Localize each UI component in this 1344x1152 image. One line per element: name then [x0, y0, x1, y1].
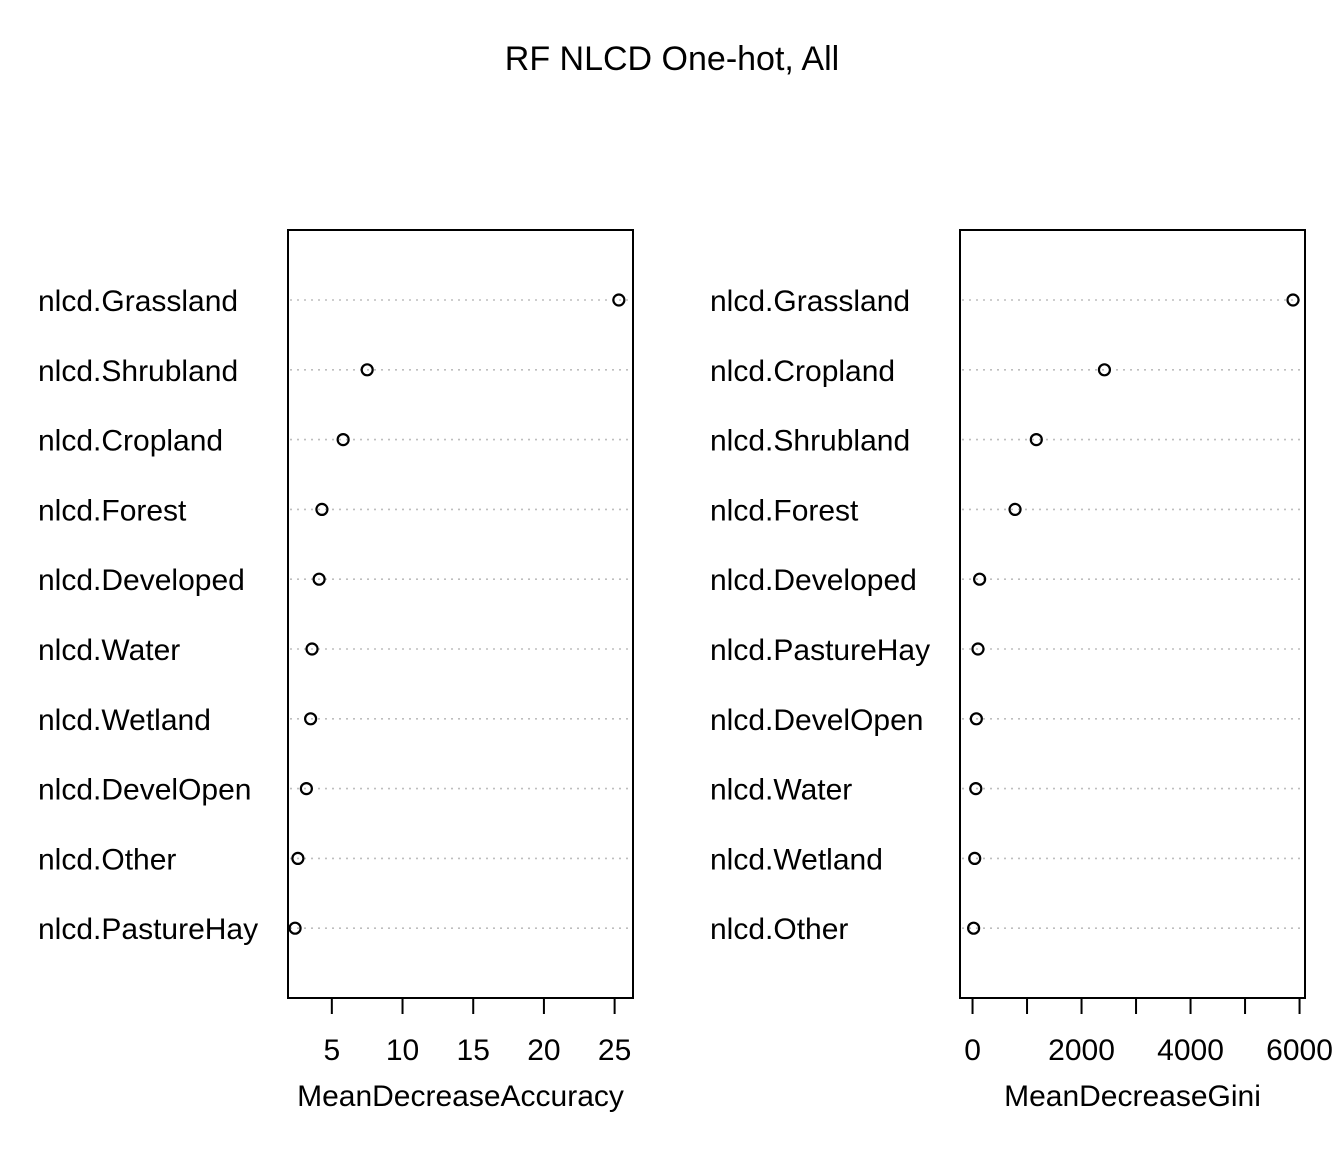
- plot-frame: [287, 229, 634, 999]
- category-label: nlcd.Shrubland: [710, 425, 910, 458]
- category-label: nlcd.Cropland: [710, 355, 895, 388]
- panel-2: nlcd.Grassland nlcd.Cropland nlcd.Shrublan…: [710, 229, 1333, 1113]
- plot-frame: [959, 229, 1306, 999]
- category-label: nlcd.Other: [710, 913, 848, 946]
- data-point: [971, 642, 985, 656]
- data-point: [969, 781, 983, 796]
- x-tick-label: 10: [386, 1034, 419, 1067]
- category-label: nlcd.DevelOpen: [38, 774, 251, 807]
- data-point: [315, 502, 329, 516]
- category-label: nlcd.Shrubland: [38, 355, 238, 388]
- data-point: [312, 572, 326, 586]
- x-tick-label: 0: [964, 1034, 981, 1067]
- x-tick-label: 25: [598, 1034, 631, 1067]
- data-point: [1097, 363, 1112, 377]
- x-axis-label: MeanDecreaseGini: [1004, 1080, 1261, 1113]
- data-point: [1029, 433, 1043, 447]
- category-label: nlcd.Developed: [710, 564, 917, 597]
- category-label: nlcd.Water: [38, 634, 180, 667]
- data-point: [967, 921, 981, 935]
- panels: nlcd.Grassland nlcd.Shrubland nlcd.Croplan…: [38, 229, 1333, 1113]
- data-point: [1286, 293, 1300, 307]
- category-label: nlcd.Forest: [710, 494, 859, 527]
- data-point: [969, 712, 983, 726]
- category-label: nlcd.Grassland: [38, 285, 238, 318]
- category-label: nlcd.Water: [710, 774, 852, 807]
- category-label: nlcd.Cropland: [38, 425, 223, 458]
- data-point: [291, 851, 305, 866]
- category-label: nlcd.DevelOpen: [710, 704, 923, 737]
- category-label: nlcd.Forest: [38, 494, 187, 527]
- x-tick-label: 5: [323, 1034, 340, 1067]
- data-point: [360, 363, 374, 377]
- data-point: [304, 712, 318, 726]
- x-tick-label: 15: [457, 1034, 490, 1067]
- category-label: nlcd.Wetland: [38, 704, 211, 737]
- category-label: nlcd.PastureHay: [38, 913, 258, 946]
- data-point: [1008, 502, 1022, 516]
- data-point: [973, 572, 987, 586]
- category-label: nlcd.PastureHay: [710, 634, 930, 667]
- data-point: [612, 293, 626, 307]
- category-label: nlcd.Other: [38, 843, 176, 876]
- category-label: nlcd.Developed: [38, 564, 245, 597]
- category-label: nlcd.Wetland: [710, 843, 883, 876]
- x-tick-label: 20: [527, 1034, 560, 1067]
- x-tick-label: 6000: [1266, 1034, 1333, 1067]
- data-point: [288, 921, 302, 935]
- data-point: [305, 642, 319, 656]
- data-point: [299, 781, 313, 796]
- x-tick-label: 4000: [1157, 1034, 1224, 1067]
- chart-title: RF NLCD One-hot, All: [505, 40, 839, 78]
- x-axis-label: MeanDecreaseAccuracy: [297, 1080, 624, 1113]
- data-point: [336, 433, 350, 447]
- panel-1: nlcd.Grassland nlcd.Shrubland nlcd.Croplan…: [38, 229, 634, 1113]
- data-point: [968, 851, 982, 866]
- category-label: nlcd.Grassland: [710, 285, 910, 318]
- x-tick-label: 2000: [1048, 1034, 1115, 1067]
